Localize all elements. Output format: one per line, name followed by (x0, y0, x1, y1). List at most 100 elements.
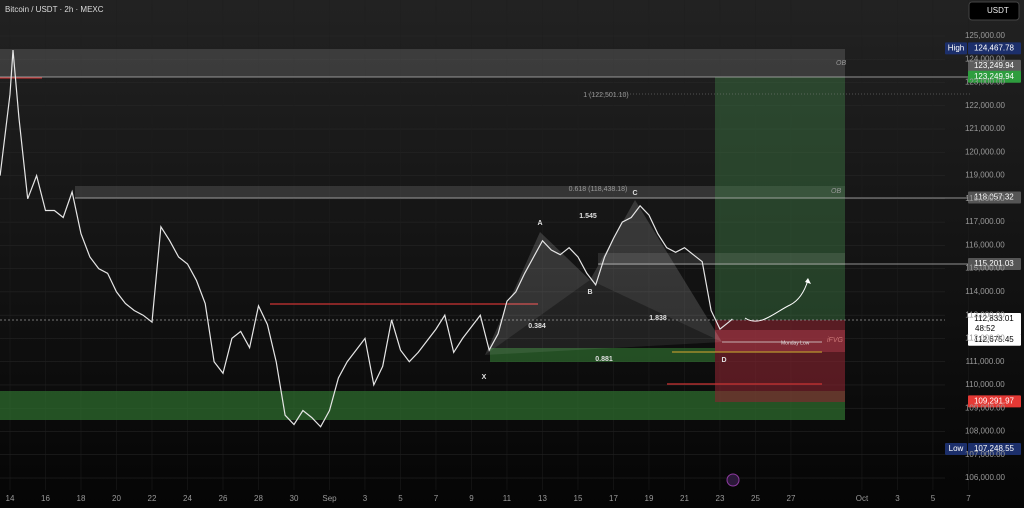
x-tick-label: 24 (183, 494, 192, 503)
x-tick-label: 18 (77, 494, 86, 503)
x-tick-label: 30 (290, 494, 299, 503)
y-tick-label: 121,000.00 (965, 124, 1006, 133)
y-tick-label: 110,000.00 (965, 380, 1005, 389)
button[interactable] (968, 1, 1020, 21)
price-tag-label: 123,249.94 (974, 61, 1015, 70)
x-tick-label: 5 (398, 494, 403, 503)
y-tick-label: 113,000.00 (965, 310, 1005, 319)
demand-zone (0, 391, 845, 420)
x-tick-label: 21 (680, 494, 689, 503)
x-tick-label: 25 (751, 494, 760, 503)
price-tag (968, 42, 1021, 55)
y-tick-label: 108,000.00 (965, 427, 1006, 436)
x-tick-label: 9 (469, 494, 474, 503)
price-tag-label: 107,248.55 (974, 444, 1015, 453)
y-tick-label: 115,000.00 (965, 264, 1005, 273)
annotation: Monday Low (781, 340, 810, 346)
annotation: D (721, 357, 726, 364)
currency-button[interactable]: USDT (968, 1, 1020, 21)
annotation: 1 (122,501.10) (583, 92, 629, 99)
y-tick-label: 107,000.00 (965, 450, 1006, 459)
annotation: X (482, 374, 487, 381)
price-tag-label: 115,201.03 (974, 259, 1014, 268)
x-tick-label: 13 (538, 494, 547, 503)
x-tick-label: 27 (787, 494, 796, 503)
arrow-head (805, 278, 811, 284)
countdown-bg (968, 324, 1021, 335)
order-block-zone (75, 186, 845, 198)
price-tag-label: 124,467.78 (974, 43, 1015, 52)
price-tag (968, 191, 1021, 204)
x-tick-label: 17 (609, 494, 618, 503)
annotation: C (632, 190, 637, 197)
harmonic-leg (485, 232, 590, 355)
annotation: A (537, 220, 542, 227)
x-tick-label: 22 (148, 494, 157, 503)
annotation: OB (836, 60, 846, 67)
stop-loss-zone (715, 320, 845, 402)
annotation: 0.618 (118,438.18) (569, 186, 628, 193)
price-tags: 124,467.78 High 123,249.94 123,249.94 118,05… (945, 42, 1021, 455)
projection-arrow (744, 279, 809, 322)
y-tick-label: 125,000.00 (965, 31, 1006, 40)
y-tick-label: 124,000.00 (965, 54, 1006, 63)
annotation: OB (831, 188, 841, 195)
x-tick-label: 14 (6, 494, 15, 503)
price-tag-label: 109,291.97 (974, 397, 1015, 406)
price-tag (968, 442, 1021, 455)
annotation: 1.545 (579, 213, 597, 220)
price-tag (968, 70, 1021, 83)
price-tag-label: 118,057.32 (974, 193, 1014, 202)
x-tick-label: Sep (322, 494, 337, 503)
y-tick-label: 112,000.00 (965, 334, 1005, 343)
price-tag-badge-label: High (948, 43, 964, 52)
x-tick-label: 11 (503, 494, 512, 503)
x-tick-label: Oct (856, 494, 869, 503)
y-tick-label: 120,000.00 (965, 147, 1006, 156)
harmonic-leg (485, 280, 722, 355)
fvg-zone (715, 330, 845, 352)
price-tag (968, 395, 1021, 408)
y-tick-label: 114,000.00 (965, 287, 1005, 296)
countdown: 48:52 (975, 324, 996, 333)
y-tick-label: 117,000.00 (965, 217, 1005, 226)
y-tick-label: 119,000.00 (965, 171, 1005, 180)
annotation: iFVG (827, 337, 844, 344)
icon[interactable] (726, 473, 740, 487)
take-profit-zone (715, 77, 845, 320)
y-tick-label: 111,000.00 (966, 357, 1005, 366)
price-tag-badge (945, 442, 967, 455)
x-tick-label: 16 (41, 494, 50, 503)
harmonic-leg (590, 200, 722, 342)
x-tick-label: 7 (434, 494, 439, 503)
price-tag-label: 112,675.45 (974, 335, 1014, 344)
x-tick-label: 19 (645, 494, 654, 503)
x-tick-label: 3 (363, 494, 368, 503)
x-tick-label: 5 (931, 494, 936, 503)
x-tick-label: 20 (112, 494, 121, 503)
order-block-zone (0, 49, 845, 77)
price-tag-badge-label: Low (949, 444, 964, 453)
price-line (0, 49, 733, 428)
y-tick-label: 118,000.00 (965, 194, 1005, 203)
y-tick-label: 109,000.00 (965, 403, 1006, 412)
button-label[interactable]: USDT (987, 6, 1009, 15)
x-tick-label: 3 (895, 494, 900, 503)
x-tick-label: 23 (716, 494, 725, 503)
price-tag-label: 123,249.94 (974, 72, 1015, 81)
price-tag (968, 333, 1021, 346)
x-tick-label: 7 (966, 494, 971, 503)
price-tag-label: 112,833.01 (974, 314, 1014, 323)
y-tick-label: 123,000.00 (965, 78, 1006, 87)
fvg-zone (490, 348, 715, 362)
annotation: B (587, 289, 592, 296)
price-tag (968, 257, 1021, 270)
y-tick-label: 116,000.00 (965, 240, 1005, 249)
annotation: 0.384 (528, 323, 546, 330)
x-tick-label: 15 (574, 494, 583, 503)
zone (598, 253, 845, 265)
y-tick-label: 106,000.00 (965, 473, 1006, 482)
annotation: 1.838 (649, 315, 667, 322)
